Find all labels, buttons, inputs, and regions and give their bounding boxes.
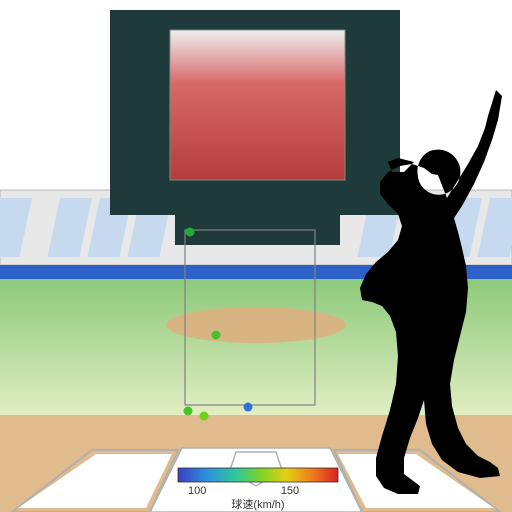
speed-legend-bar — [178, 468, 338, 482]
speed-legend-tick: 100 — [188, 485, 206, 497]
pitch-marker — [200, 412, 209, 421]
pitchers-mound — [166, 307, 346, 343]
pitch-marker — [244, 403, 253, 412]
pitch-marker — [212, 331, 221, 340]
speed-legend-title: 球速(km/h) — [231, 497, 284, 511]
speed-legend-tick: 150 — [281, 485, 299, 497]
pitch-marker — [184, 407, 193, 416]
pitch-marker — [186, 228, 195, 237]
scoreboard-screen — [170, 30, 345, 180]
pitch-location-chart: 100 150球速(km/h) — [0, 0, 512, 512]
